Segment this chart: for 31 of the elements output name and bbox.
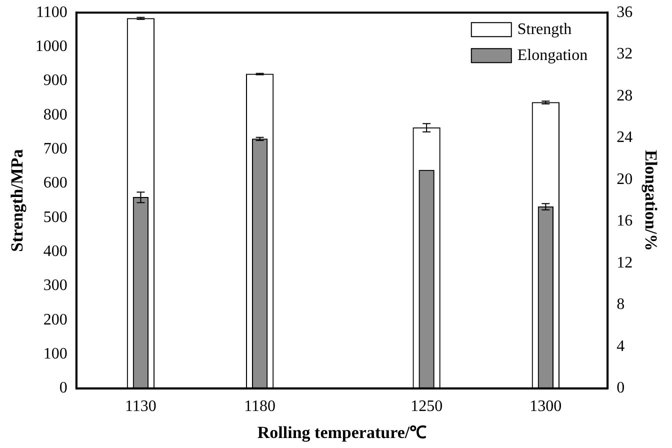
y2-tick-label: 36 [616,4,633,21]
y-tick-label: 400 [43,242,68,260]
y-tick-label: 200 [43,311,68,328]
y-tick-label: 500 [43,208,68,226]
x-axis-title: Rolling temperature/℃ [257,423,427,442]
y-tick-label: 300 [43,277,68,294]
y-tick-label: 800 [43,106,68,124]
y-tick-label: 700 [43,140,68,158]
y2-tick-label: 16 [616,212,633,230]
legend-label: Elongation [517,46,588,64]
legend-label: Strength [517,20,572,38]
y-tick-label: 900 [43,72,68,90]
y2-tick-label: 12 [616,254,633,272]
y-tick-label: 1100 [36,4,68,21]
x-tick-label: 1300 [530,398,562,416]
x-tick-label: 1250 [410,398,443,416]
y2-tick-label: 0 [616,380,625,397]
y2-tick-label: 24 [616,129,633,146]
y-axis-title: Strength/MPa [8,148,27,252]
y2-tick-label: 28 [616,87,633,104]
y-tick-label: 100 [43,345,68,362]
y2-axis-title: Elongation/% [641,150,660,252]
y2-tick-label: 20 [616,170,633,188]
x-tick-label: 1180 [244,398,276,416]
y-tick-label: 1000 [35,38,68,55]
x-tick-label: 1130 [125,398,156,416]
y-tick-label: 0 [59,380,68,397]
y2-tick-label: 8 [616,296,625,314]
y-tick-label: 600 [43,174,68,192]
y2-tick-label: 32 [616,46,633,63]
y2-tick-label: 4 [616,338,625,355]
